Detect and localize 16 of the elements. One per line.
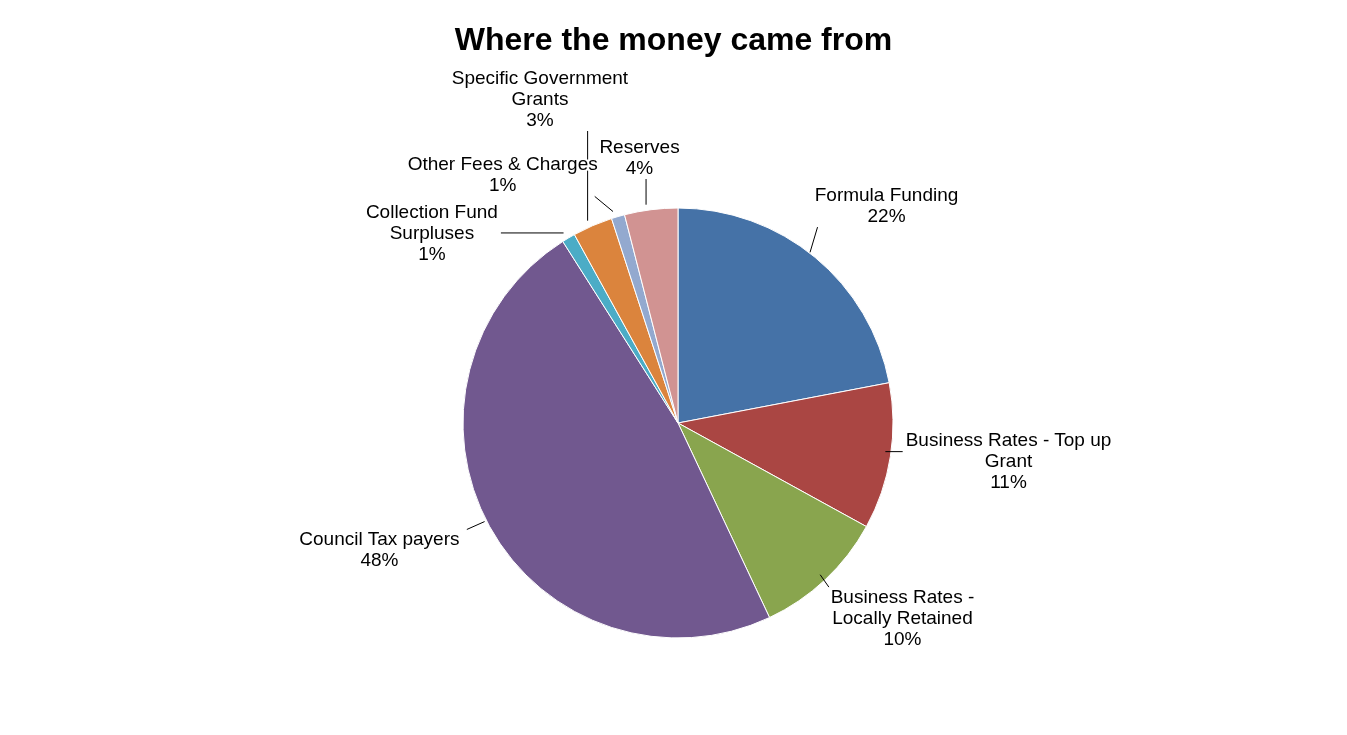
slice-label: Formula Funding — [814, 184, 959, 206]
data-label: 4% — [625, 157, 654, 178]
slice-label: Business Rates - Locally Retained — [830, 586, 975, 629]
slice-label: Collection Fund Surpluses — [365, 201, 498, 244]
data-label: 11% — [990, 471, 1027, 493]
slice-label: Reserves — [599, 136, 680, 157]
data-label: 22% — [867, 205, 906, 227]
slice-label: Business Rates - Top up Grant — [905, 429, 1112, 472]
data-label: 1% — [418, 243, 446, 265]
chart-title: Where the money came from — [454, 21, 893, 57]
data-label: 48% — [360, 549, 399, 571]
data-label: 10% — [883, 628, 922, 650]
slice-label: Specific Government Grants — [451, 67, 629, 109]
slice-label: Council Tax payers — [299, 528, 460, 550]
data-label: 1% — [488, 174, 517, 196]
data-label: 3% — [526, 109, 554, 130]
